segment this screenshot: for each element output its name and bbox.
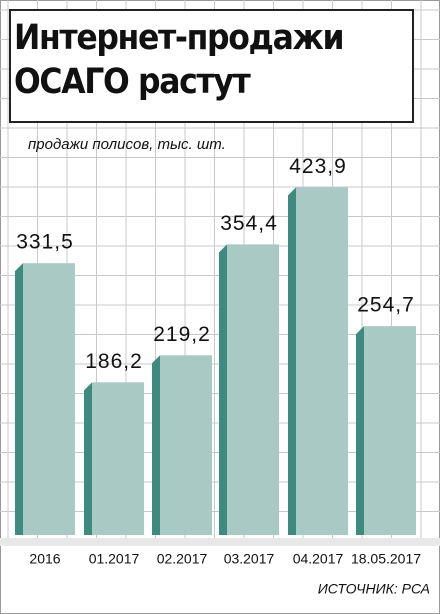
x-tick-label: 2016 bbox=[29, 551, 60, 567]
bar bbox=[364, 326, 416, 535]
source: ИСТОЧНИК: РСА bbox=[318, 581, 430, 597]
bar-side bbox=[356, 326, 364, 535]
x-tick-label: 02.2017 bbox=[157, 551, 208, 567]
baseline-strip bbox=[0, 538, 440, 546]
bar bbox=[160, 355, 212, 535]
value-label: 254,7 bbox=[357, 294, 415, 317]
value-label: 186,2 bbox=[85, 350, 143, 373]
x-tick-label: 01.2017 bbox=[89, 551, 140, 567]
bar-side bbox=[288, 187, 296, 536]
bar bbox=[296, 187, 348, 536]
subtitle: продажи полисов, тыс. шт. bbox=[28, 136, 226, 153]
bar bbox=[92, 382, 144, 535]
x-tick-label: 04.2017 bbox=[293, 551, 344, 567]
bar bbox=[227, 244, 279, 535]
bar-side bbox=[84, 382, 92, 535]
value-label: 219,2 bbox=[153, 323, 211, 346]
value-label: 354,4 bbox=[220, 212, 278, 235]
value-label: 331,5 bbox=[16, 231, 74, 254]
value-label: 423,9 bbox=[289, 155, 347, 178]
x-tick-label: 18.05.2017 bbox=[351, 551, 421, 567]
x-tick-label: 03.2017 bbox=[224, 551, 275, 567]
bar-side bbox=[152, 355, 160, 535]
chart-title: Интернет-продажи ОСАГО растут bbox=[14, 18, 345, 102]
title-box bbox=[9, 9, 414, 123]
bar-side bbox=[15, 263, 23, 535]
bar bbox=[23, 263, 75, 535]
bar-side bbox=[219, 244, 227, 535]
